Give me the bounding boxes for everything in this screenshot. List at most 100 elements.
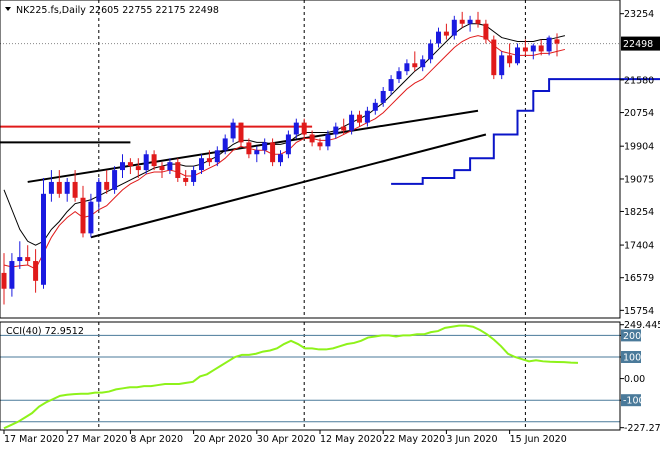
candle-body — [41, 193, 46, 285]
cci-level-box — [621, 350, 641, 363]
candle-body — [88, 201, 94, 234]
candle-body — [183, 177, 189, 182]
cci-axis-label: 0.00 — [624, 374, 645, 385]
candle-body — [159, 166, 165, 171]
cci-pane-frame — [0, 321, 621, 431]
price-axis-label: 15754 — [624, 306, 654, 317]
candle-body — [396, 71, 402, 80]
cci-level-label: 100 — [623, 352, 641, 363]
fast-moving-average — [3, 35, 566, 270]
candle-body — [175, 162, 181, 178]
price-axis-label: 23254 — [624, 9, 654, 20]
candle-body — [25, 257, 31, 262]
cci-line — [3, 324, 579, 430]
date-axis-label: 30 Apr 2020 — [257, 434, 316, 445]
candle-body — [420, 59, 426, 68]
candle-body — [491, 39, 497, 76]
candle-body — [309, 134, 315, 143]
candle-body — [151, 154, 157, 167]
cci-level-box — [621, 329, 641, 342]
price-axis-label: 18254 — [624, 207, 654, 218]
date-axis-label: 8 Apr 2020 — [130, 434, 183, 445]
candle-body — [64, 181, 70, 194]
candle-body — [364, 110, 370, 123]
candle-body — [325, 134, 331, 147]
cci-layer — [3, 324, 579, 430]
candle-body — [443, 31, 449, 36]
candle-body — [507, 55, 513, 64]
candle-body — [112, 170, 118, 190]
candle-body — [285, 134, 291, 155]
candle-body — [388, 79, 394, 91]
candle-body — [262, 142, 268, 151]
candle-body — [80, 197, 86, 234]
current-price-label: 22498 — [623, 39, 653, 50]
price-axis-label: 16579 — [624, 273, 654, 284]
price-axis-label: 19904 — [624, 142, 654, 153]
candle-body — [412, 63, 418, 68]
candle-body — [459, 19, 465, 24]
candle-body — [167, 162, 173, 171]
candle-body — [333, 126, 339, 135]
cci-grid — [0, 322, 620, 430]
cci-level-label: 200 — [623, 331, 641, 342]
candle-body — [554, 39, 560, 44]
cci-level-label: -100 — [623, 396, 645, 407]
candle-body — [530, 45, 536, 52]
cci-axis-label: 249.4451 — [624, 320, 660, 331]
candle-body — [317, 142, 323, 147]
candle-body — [436, 31, 441, 44]
price-axis-label: 19075 — [624, 174, 654, 185]
candle-body — [127, 162, 133, 167]
candle-body — [451, 19, 457, 36]
candle-body — [270, 142, 276, 163]
candle-body — [214, 150, 220, 163]
cci-axis-label: -227.2738 — [624, 423, 660, 434]
slow-moving-average — [3, 23, 566, 246]
candle-body — [120, 162, 125, 171]
candle-body — [72, 181, 78, 198]
candle-body — [341, 126, 347, 131]
candle-body — [380, 90, 386, 103]
candle-body — [17, 257, 23, 262]
candle-body — [222, 138, 228, 151]
candle-body — [191, 170, 197, 182]
date-axis-label: 20 Apr 2020 — [194, 434, 253, 445]
cci-level-box — [621, 394, 641, 407]
candle-body — [1, 272, 7, 289]
dropdown-icon[interactable] — [5, 7, 11, 11]
price-axis-label: 20754 — [624, 108, 654, 119]
candle-body — [467, 19, 473, 24]
candle-body — [246, 142, 252, 155]
lowest-low-channel — [391, 78, 660, 185]
candle-body — [499, 55, 505, 76]
candle-body — [546, 37, 552, 52]
price-axis-label: 21580 — [624, 75, 654, 86]
wedge-trendline — [90, 133, 487, 239]
candle-body — [278, 154, 283, 163]
candle-body — [48, 181, 54, 194]
main-grid — [98, 0, 526, 318]
candle-body — [404, 63, 410, 72]
candle-body — [301, 122, 307, 135]
candle-body — [238, 122, 244, 143]
candle-body — [254, 150, 260, 155]
price-axis-label: 17404 — [624, 241, 654, 252]
date-axis-label: 3 Jun 2020 — [446, 434, 497, 445]
candle-body — [372, 102, 378, 111]
date-axis-label: 12 May 2020 — [320, 434, 382, 445]
cci-label: CCI(40) 72.9512 — [6, 326, 84, 337]
date-axis-label: 17 Mar 2020 — [4, 434, 64, 445]
candle-body — [199, 158, 204, 171]
candle-body — [56, 181, 62, 194]
candle-body — [33, 261, 39, 281]
candle-body — [483, 23, 489, 40]
axis-labels: 23254 21580 20754 19904 19075 18254 17404 16579… — [3, 9, 660, 445]
candle-body — [9, 261, 15, 289]
candle-body — [522, 47, 528, 52]
candle-body — [538, 45, 544, 52]
candle-body — [357, 114, 362, 123]
candle-body — [515, 47, 520, 64]
candle-body — [349, 114, 355, 131]
